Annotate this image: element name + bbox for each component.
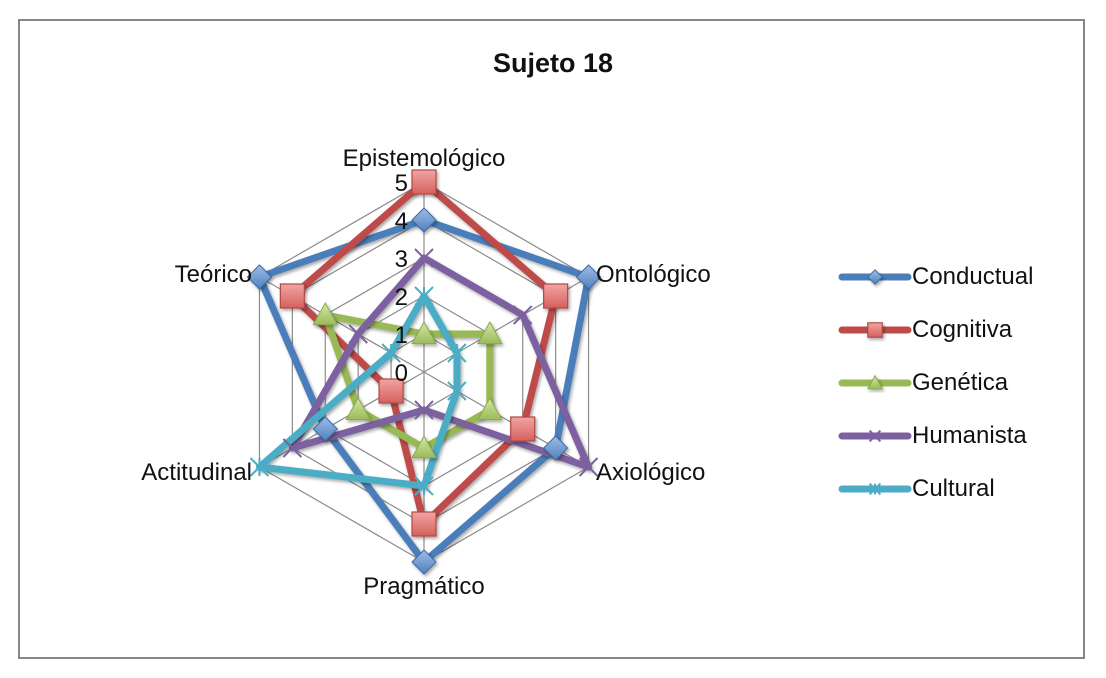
square-marker-icon bbox=[279, 283, 305, 309]
legend-item-cultural: Cultural bbox=[838, 462, 1033, 515]
category-label: Ontológico bbox=[596, 261, 711, 288]
star-marker-icon bbox=[414, 286, 434, 306]
legend-label: Cultural bbox=[912, 474, 995, 502]
category-label: Pragmático bbox=[363, 573, 484, 600]
star-marker-icon bbox=[249, 457, 270, 477]
triangle-marker-icon bbox=[312, 301, 339, 326]
legend-swatch-icon bbox=[838, 268, 912, 285]
legend-swatch-icon bbox=[838, 429, 912, 442]
category-label: Axiológico bbox=[596, 459, 705, 486]
square-marker-icon bbox=[411, 169, 437, 195]
legend-item-conductual: Conductual bbox=[838, 250, 1033, 303]
star-marker-icon bbox=[414, 476, 434, 496]
triangle-marker-icon bbox=[345, 396, 372, 421]
triangle-marker-icon bbox=[476, 396, 503, 421]
legend-swatch-icon bbox=[838, 482, 912, 495]
markers-cognitiva bbox=[279, 169, 569, 537]
category-label: Actitudinal bbox=[141, 459, 252, 486]
legend-swatch-icon bbox=[838, 374, 912, 389]
x-marker-icon bbox=[868, 429, 882, 442]
x-marker-icon bbox=[282, 438, 303, 458]
triangle-marker-icon bbox=[866, 374, 884, 389]
star-marker-icon bbox=[447, 381, 467, 401]
square-marker-icon bbox=[543, 283, 569, 309]
legend-swatch-icon bbox=[838, 321, 912, 338]
triangle-marker-icon bbox=[411, 434, 437, 459]
legend-item-cognitiva: Cognitiva bbox=[838, 303, 1033, 356]
legend-label: Cognitiva bbox=[912, 315, 1013, 343]
x-marker-icon bbox=[414, 248, 434, 268]
category-label: Teórico bbox=[175, 261, 252, 288]
diamond-marker-icon bbox=[542, 435, 569, 461]
tick-label: 3 bbox=[395, 246, 408, 273]
diamond-marker-icon bbox=[246, 264, 273, 290]
diamond-marker-icon bbox=[575, 264, 602, 290]
legend-label: Humanista bbox=[912, 421, 1027, 449]
square-marker-icon bbox=[378, 378, 404, 404]
legend-label: Genética bbox=[912, 368, 1009, 396]
tick-label: 1 bbox=[395, 322, 408, 349]
legend-item-humanista: Humanista bbox=[838, 409, 1033, 462]
category-label: Epistemológico bbox=[343, 145, 506, 172]
triangle-marker-icon bbox=[476, 320, 503, 345]
markers-conductual bbox=[246, 207, 602, 575]
x-marker-icon bbox=[414, 400, 434, 420]
x-marker-icon bbox=[513, 305, 533, 325]
category-labels: Epistemológico Ontológico Axiológico Pragmá… bbox=[141, 145, 710, 600]
square-marker-icon bbox=[510, 416, 536, 442]
diamond-marker-icon bbox=[411, 549, 437, 575]
tick-label: 5 bbox=[395, 170, 408, 197]
chart-title: Sujeto 18 bbox=[492, 48, 614, 78]
star-marker-icon bbox=[381, 343, 401, 363]
legend: Conductual Cognitiva Genética Humanista Cult… bbox=[838, 250, 1033, 515]
diamond-marker-icon bbox=[867, 268, 883, 285]
legend-label: Conductual bbox=[912, 262, 1034, 290]
radial-tick-labels: 0 1 2 3 4 5 bbox=[395, 170, 408, 387]
markers-genética bbox=[312, 301, 503, 459]
square-marker-icon bbox=[411, 511, 437, 537]
chart-frame bbox=[18, 19, 1085, 659]
star-marker-icon bbox=[868, 482, 882, 495]
star-marker-icon bbox=[447, 343, 467, 363]
radar-series bbox=[246, 169, 602, 575]
square-marker-icon bbox=[867, 321, 883, 338]
diamond-marker-icon bbox=[312, 416, 338, 442]
legend-item-genética: Genética bbox=[838, 356, 1033, 409]
tick-label: 0 bbox=[395, 360, 408, 387]
x-marker-icon bbox=[348, 324, 368, 344]
markers-humanista bbox=[282, 248, 599, 477]
diamond-marker-icon bbox=[411, 207, 437, 233]
triangle-marker-icon bbox=[411, 320, 437, 345]
markers-cultural bbox=[249, 286, 467, 496]
tick-label: 2 bbox=[395, 284, 408, 311]
x-marker-icon bbox=[578, 457, 599, 477]
tick-label: 4 bbox=[395, 208, 408, 235]
